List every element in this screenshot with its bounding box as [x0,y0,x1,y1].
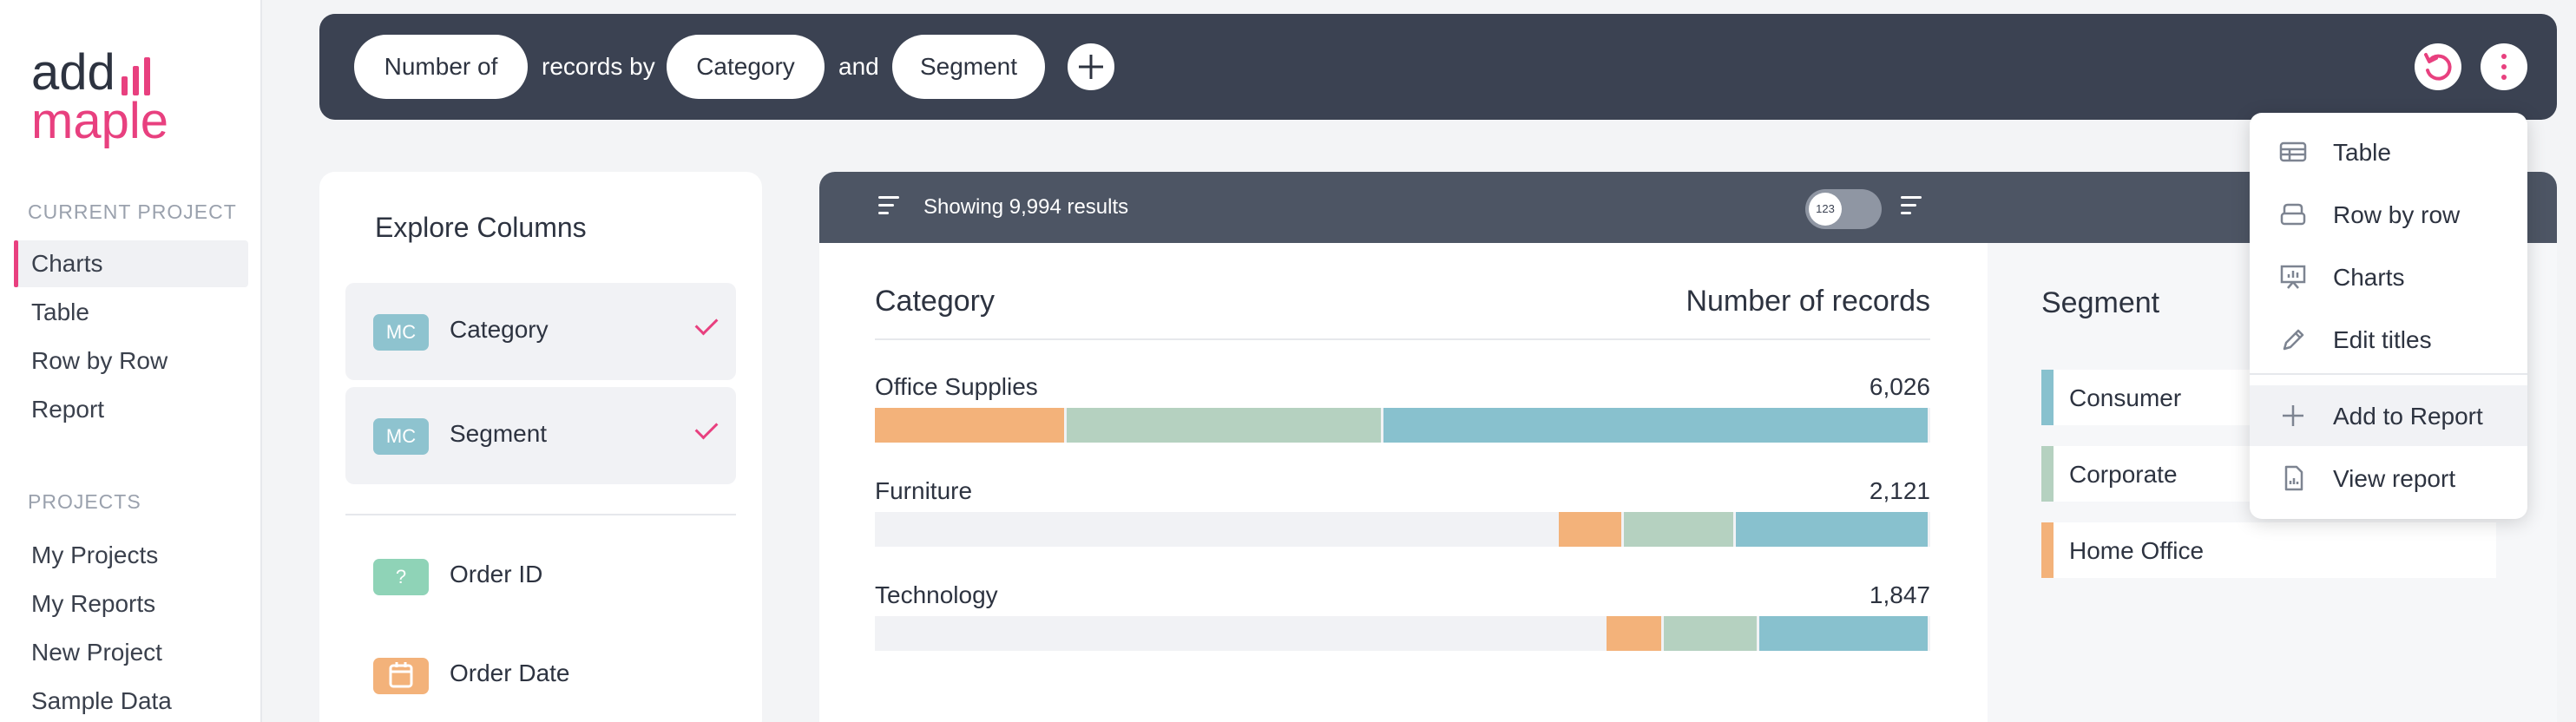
chart-measure-heading: Number of records [1686,285,1930,318]
number-format-toggle[interactable]: 123 [1805,189,1882,229]
menu-item-charts[interactable]: Charts [2250,246,2527,307]
column-label: Order Date [450,660,570,686]
menu-item-label: Add to Report [2333,403,2483,430]
bar-segment-consumer[interactable] [875,408,1065,443]
addmaple-logo[interactable]: add maple [31,43,205,156]
measure-pill[interactable]: Number of [354,35,528,99]
bar-category-label: Furniture [875,477,973,504]
menu-item-label: Edit titles [2333,326,2432,353]
sidebar-item-charts[interactable]: Charts [14,240,248,287]
question-icon: ? [373,559,429,595]
menu-item-label: View report [2333,465,2456,492]
bar-total-label: 6,026 [1869,373,1930,400]
menu-item-label: Charts [2333,264,2405,291]
bar-segment-corporate[interactable] [1663,616,1757,651]
bar-segment-corporate[interactable] [1067,408,1382,443]
bar-segment-home-office[interactable] [1383,408,1928,443]
menu-item-add-to-report[interactable]: Add to Report [2250,385,2527,446]
sidebar-item-new-project[interactable]: New Project [31,639,162,666]
sidebar-item-my-reports[interactable]: My Reports [31,590,156,617]
query-connector-by: records by [542,53,655,80]
legend-label: Home Office [2069,537,2205,564]
dimension-pill-segment[interactable]: Segment [892,35,1045,99]
sort-results-icon[interactable] [878,196,904,219]
menu-item-label: Table [2333,139,2391,166]
presentation-chart-icon [2280,265,2306,289]
bar-category-label: Office Supplies [875,373,1038,400]
more-options-button[interactable] [2481,43,2527,90]
column-card-order-date[interactable]: Order Date [345,640,736,710]
legend-swatch [2041,370,2054,425]
explore-columns-panel: Explore Columns MC Category MC Segment ?… [319,172,762,722]
sidebar: add maple CURRENT PROJECT Charts Table R… [0,0,262,722]
legend-swatch [2041,522,2054,578]
menu-divider [2250,373,2527,375]
dimension-pill-category[interactable]: Category [667,35,825,99]
logo-word-maple: maple [31,93,168,149]
column-card-segment[interactable]: MC Segment [345,387,736,484]
checkmark-icon [694,312,719,336]
calendar-icon [373,658,429,694]
bar-track[interactable] [875,408,1930,443]
sidebar-item-my-projects[interactable]: My Projects [31,542,159,568]
bar-total-label: 1,847 [1869,581,1930,608]
reset-query-button[interactable] [2415,43,2461,90]
plus-icon [2283,405,2303,426]
chart-header-rule [875,338,1930,340]
sidebar-item-sample-data[interactable]: Sample Data [31,687,172,714]
column-label: Order ID [450,561,543,587]
bar-track[interactable] [875,616,1930,651]
column-label: Category [450,316,549,343]
menu-item-view-report[interactable]: View report [2250,448,2527,509]
legend-label: Corporate [2069,461,2178,488]
explore-divider [345,514,736,515]
document-icon [2284,465,2303,491]
refresh-icon [2424,53,2452,81]
add-dimension-button[interactable] [1066,42,1116,92]
legend-swatch [2041,446,2054,502]
bar-total-label: 2,121 [1869,477,1930,504]
row-icon [2280,203,2306,226]
logo-bars-icon [122,54,160,95]
bar-track[interactable] [875,512,1930,547]
current-project-heading: CURRENT PROJECT [28,200,237,223]
bar-segment-consumer[interactable] [1558,512,1621,547]
bar-category-label: Technology [875,581,998,608]
pencil-icon [2283,329,2304,351]
projects-heading: PROJECTS [28,490,141,513]
column-label: Segment [450,420,548,447]
toggle-knob: 123 [1809,193,1842,226]
more-options-menu: Table Row by row Charts Edit titles [2250,113,2527,519]
menu-item-edit-titles[interactable]: Edit titles [2250,309,2527,370]
sidebar-item-row-by-row[interactable]: Row by Row [31,347,168,374]
column-card-order-id[interactable]: ? Order ID [345,542,736,611]
sidebar-item-report[interactable]: Report [31,396,105,423]
table-icon [2279,141,2307,162]
bar-segment-corporate[interactable] [1623,512,1734,547]
legend-label: Consumer [2069,384,2182,411]
logo-word-add: add [31,44,115,101]
menu-item-table[interactable]: Table [2250,121,2527,182]
bar-segment-home-office[interactable] [1736,512,1928,547]
sidebar-item-table[interactable]: Table [31,299,89,325]
column-card-category[interactable]: MC Category [345,283,736,380]
bar-segment-home-office[interactable] [1758,616,1928,651]
query-bar: Number of records by Category and Segmen… [319,14,2557,120]
checkmark-icon [694,416,719,440]
segment-legend-title: Segment [2041,286,2160,319]
query-connector-and: and [838,53,879,80]
column-type-badge: MC [373,314,429,351]
column-type-badge: MC [373,418,429,455]
legend-item-home-office[interactable]: Home Office [2041,522,2496,578]
results-count: Showing 9,994 results [923,195,1129,219]
menu-item-label: Row by row [2333,201,2461,228]
bar-segment-consumer[interactable] [1607,616,1661,651]
sort-values-icon[interactable] [1901,196,1927,219]
chart-category-heading: Category [875,285,995,318]
menu-item-row-by-row[interactable]: Row by row [2250,184,2527,245]
explore-columns-title: Explore Columns [375,212,587,243]
